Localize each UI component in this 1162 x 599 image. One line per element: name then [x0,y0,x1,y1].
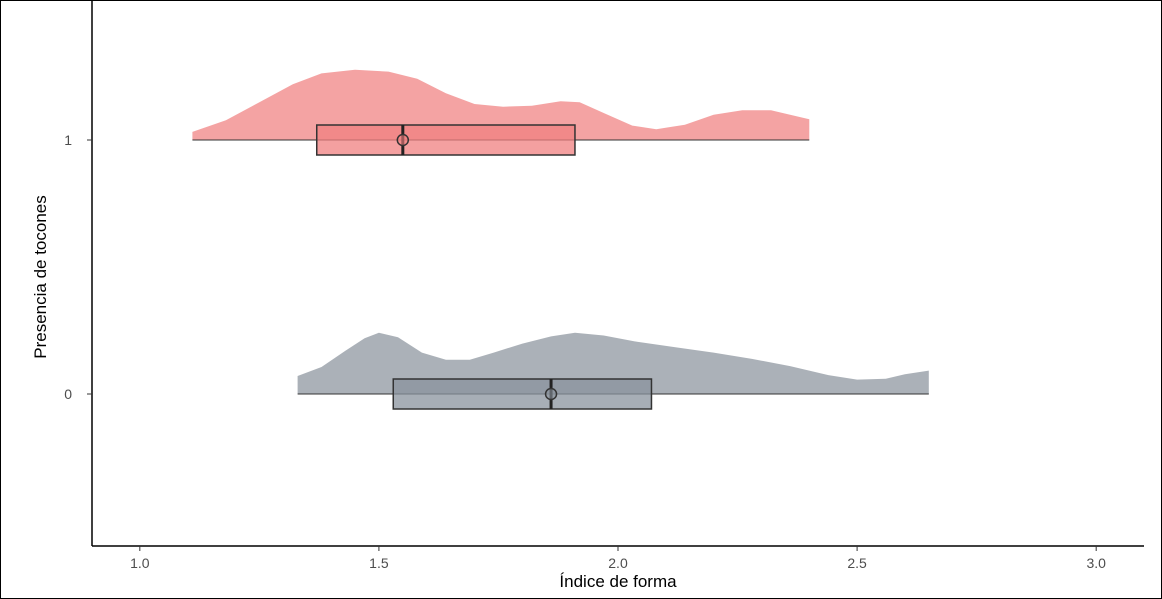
box-plots [315,124,653,410]
density-clouds [192,69,929,395]
box-0 [392,378,653,410]
x-axis-title: Índice de forma [559,572,677,591]
x-tick-label-4: 3.0 [1086,555,1106,571]
x-tick-label-3: 2.5 [847,555,867,571]
mean-point-1 [396,133,410,147]
density-cloud-1 [192,69,810,140]
y-axis-title: Presencia de tocones [31,195,50,359]
x-tick-label-2: 2.0 [608,555,628,571]
box-1 [315,124,576,156]
mean-point-0 [544,387,558,401]
y-tick-label-0: 0 [64,386,72,402]
y-axis-ticks: 01 [64,132,92,402]
y-tick-label-1: 1 [64,132,72,148]
x-axis-ticks: 1.0 1.5 2.0 2.5 3.0 [130,546,1106,571]
x-tick-label-0: 1.0 [130,555,150,571]
x-tick-label-1: 1.5 [369,555,389,571]
axes [91,0,1144,547]
